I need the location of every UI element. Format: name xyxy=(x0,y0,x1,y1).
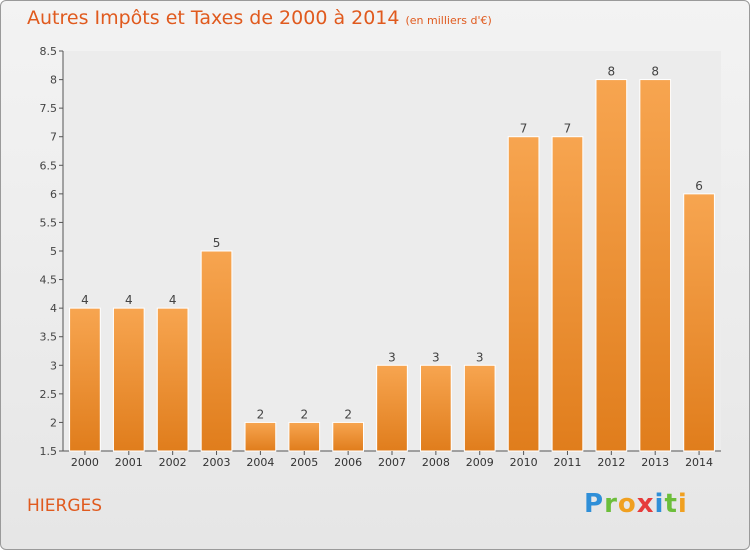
y-tick-label: 8.5 xyxy=(40,45,58,58)
x-tick-label: 2006 xyxy=(334,456,362,469)
bar-value-label: 6 xyxy=(695,179,703,193)
y-tick-label: 4 xyxy=(50,302,57,315)
bar-value-label: 3 xyxy=(432,350,440,364)
bar xyxy=(332,421,364,452)
y-tick-label: 5 xyxy=(50,245,57,258)
bar-value-label: 2 xyxy=(257,407,265,421)
y-tick-label: 8 xyxy=(50,74,57,87)
x-tick-label: 2004 xyxy=(246,456,274,469)
y-tick-label: 7 xyxy=(50,131,57,144)
bar-value-label: 5 xyxy=(213,236,221,250)
bar xyxy=(288,421,321,452)
y-tick-label: 7.5 xyxy=(40,102,58,115)
bar-value-label: 4 xyxy=(81,293,89,307)
x-tick-label: 2000 xyxy=(71,456,99,469)
x-tick-label: 2009 xyxy=(466,456,494,469)
bar-value-label: 4 xyxy=(169,293,177,307)
y-tick-label: 2.5 xyxy=(40,388,58,401)
x-tick-label: 2010 xyxy=(510,456,538,469)
bar xyxy=(639,79,672,452)
y-tick-label: 1.5 xyxy=(40,445,58,458)
chart-title-text: Autres Impôts et Taxes de 2000 à 2014 xyxy=(27,7,400,29)
y-tick-label: 2 xyxy=(50,416,57,429)
x-tick-label: 2007 xyxy=(378,456,406,469)
y-tick-label: 4.5 xyxy=(40,274,58,287)
logo-letter: P xyxy=(584,489,605,519)
chart-title: Autres Impôts et Taxes de 2000 à 2014 (en… xyxy=(27,7,492,29)
chart-subtitle: (en milliers d'€) xyxy=(405,14,492,27)
bar-value-label: 3 xyxy=(388,350,396,364)
y-tick-label: 5.5 xyxy=(40,216,58,229)
place-name: HIERGES xyxy=(27,496,103,516)
x-tick-label: 2003 xyxy=(203,456,231,469)
y-tick-label: 3 xyxy=(50,359,57,372)
bar-value-label: 7 xyxy=(564,122,572,136)
bar xyxy=(595,79,628,452)
x-tick-label: 2001 xyxy=(115,456,143,469)
bar xyxy=(420,364,452,452)
bar xyxy=(683,193,715,452)
x-tick-label: 2014 xyxy=(685,456,713,469)
bar-value-label: 8 xyxy=(651,65,659,79)
bar xyxy=(551,136,584,452)
bar-value-label: 8 xyxy=(608,65,616,79)
y-tick-label: 3.5 xyxy=(40,331,58,344)
x-tick-label: 2002 xyxy=(159,456,187,469)
bar xyxy=(200,250,233,452)
proxiti-logo: Proxiti xyxy=(584,489,688,519)
x-tick-label: 2012 xyxy=(597,456,625,469)
logo-letter: x xyxy=(636,489,655,519)
bar xyxy=(69,307,101,452)
logo-letter: o xyxy=(617,489,637,519)
bar-value-label: 2 xyxy=(344,407,352,421)
x-tick-label: 2013 xyxy=(641,456,669,469)
bar xyxy=(376,364,408,452)
bar-value-label: 7 xyxy=(520,122,528,136)
x-tick-label: 2008 xyxy=(422,456,450,469)
x-tick-label: 2005 xyxy=(290,456,318,469)
bar xyxy=(244,421,277,452)
bar-value-label: 2 xyxy=(300,407,308,421)
bar xyxy=(507,136,540,452)
logo-letter: t xyxy=(664,489,678,519)
y-tick-label: 6 xyxy=(50,188,57,201)
bar xyxy=(112,307,145,452)
x-tick-label: 2011 xyxy=(553,456,581,469)
logo-letter: r xyxy=(604,489,618,519)
bar-value-label: 3 xyxy=(476,350,484,364)
bar-value-label: 4 xyxy=(125,293,133,307)
bar xyxy=(463,364,496,452)
logo-letter: i xyxy=(654,489,665,519)
logo-letter: i xyxy=(677,489,688,519)
y-tick-label: 6.5 xyxy=(40,159,58,172)
bar xyxy=(156,307,189,452)
